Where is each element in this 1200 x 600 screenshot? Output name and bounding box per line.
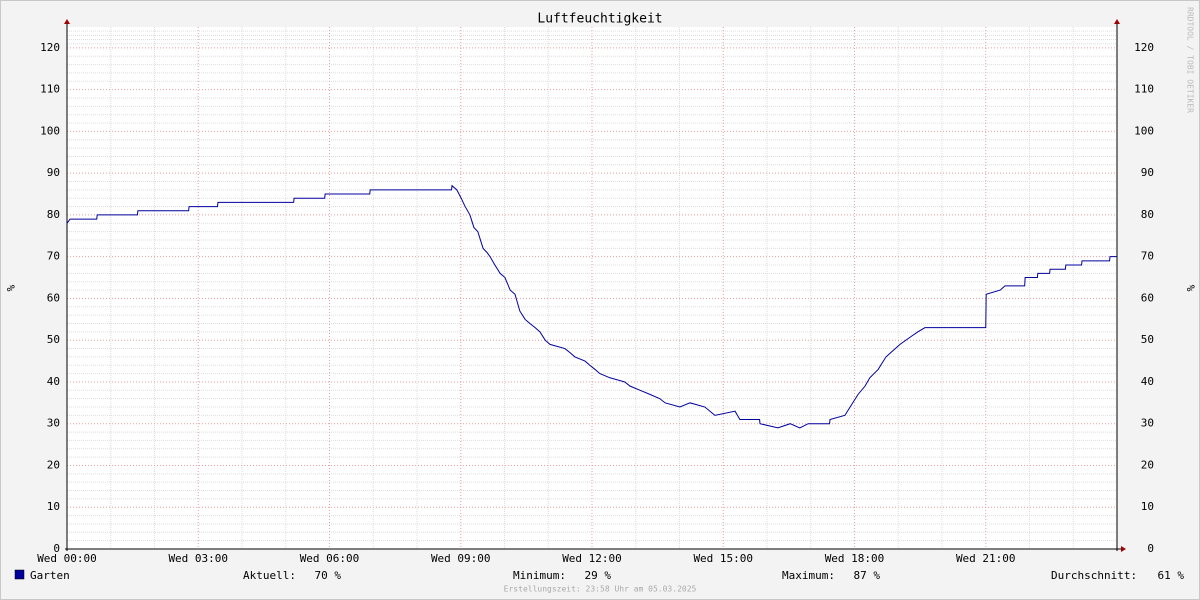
y-tick-label-right: 80 xyxy=(1141,208,1154,221)
axis-arrow xyxy=(64,19,70,24)
y-tick-label-right: 70 xyxy=(1141,250,1154,263)
stat-value: 29 % xyxy=(585,569,612,582)
stat-label: Durchschnitt: xyxy=(1051,569,1137,582)
axis-arrow xyxy=(1121,546,1126,552)
y-tick-label-right: 30 xyxy=(1141,417,1154,430)
y-tick-label-right: 50 xyxy=(1141,333,1154,346)
y-axis-label-right: % xyxy=(1184,285,1197,292)
y-tick-label-right: 0 xyxy=(1147,542,1154,555)
x-tick-label: Wed 03:00 xyxy=(168,552,228,565)
y-tick-label: 110 xyxy=(40,83,60,96)
x-tick-label: Wed 00:00 xyxy=(37,552,97,565)
watermark: RRDTOOL / TOBI OETIKER xyxy=(1186,7,1195,113)
y-tick-label: 10 xyxy=(47,500,60,513)
legend-swatch xyxy=(14,569,25,580)
y-tick-label: 70 xyxy=(47,250,60,263)
y-tick-label: 90 xyxy=(47,166,60,179)
y-tick-label-right: 110 xyxy=(1134,83,1154,96)
stat-value: 70 % xyxy=(315,569,342,582)
stat-value: 61 % xyxy=(1158,569,1185,582)
axis-arrow xyxy=(1114,19,1120,24)
y-tick-label-right: 100 xyxy=(1134,124,1154,137)
stat-label: Maximum: xyxy=(782,569,835,582)
data-line xyxy=(66,184,1117,429)
y-tick-label: 80 xyxy=(47,208,60,221)
footer: Erstellungszeit: 23:58 Uhr am 05.03.2025 xyxy=(504,585,697,594)
stat-label: Aktuell: xyxy=(243,569,296,582)
y-tick-label-right: 10 xyxy=(1141,500,1154,513)
y-tick-label-right: 60 xyxy=(1141,291,1154,304)
y-tick-label-right: 20 xyxy=(1141,458,1154,471)
y-tick-label: 50 xyxy=(47,333,60,346)
x-tick-label: Wed 18:00 xyxy=(825,552,885,565)
y-tick-label-right: 120 xyxy=(1134,41,1154,54)
y-tick-label: 0 xyxy=(53,542,60,555)
chart-title: Luftfeuchtigkeit xyxy=(537,12,662,27)
y-tick-label: 100 xyxy=(40,124,60,137)
x-tick-label: Wed 06:00 xyxy=(300,552,360,565)
stat-label: Minimum: xyxy=(513,569,566,582)
stat-value: 87 % xyxy=(854,569,881,582)
x-tick-label: Wed 21:00 xyxy=(956,552,1016,565)
y-tick-label: 20 xyxy=(47,458,60,471)
y-axis-label: % xyxy=(4,285,17,292)
legend-label: Garten xyxy=(30,569,70,582)
x-tick-label: Wed 12:00 xyxy=(562,552,622,565)
y-tick-label-right: 40 xyxy=(1141,375,1154,388)
y-tick-label-right: 90 xyxy=(1141,166,1154,179)
x-tick-label: Wed 09:00 xyxy=(431,552,491,565)
x-tick-label: Wed 15:00 xyxy=(693,552,753,565)
y-tick-label: 120 xyxy=(40,41,60,54)
y-tick-label: 40 xyxy=(47,375,60,388)
y-tick-label: 30 xyxy=(47,417,60,430)
y-tick-label: 60 xyxy=(47,291,60,304)
